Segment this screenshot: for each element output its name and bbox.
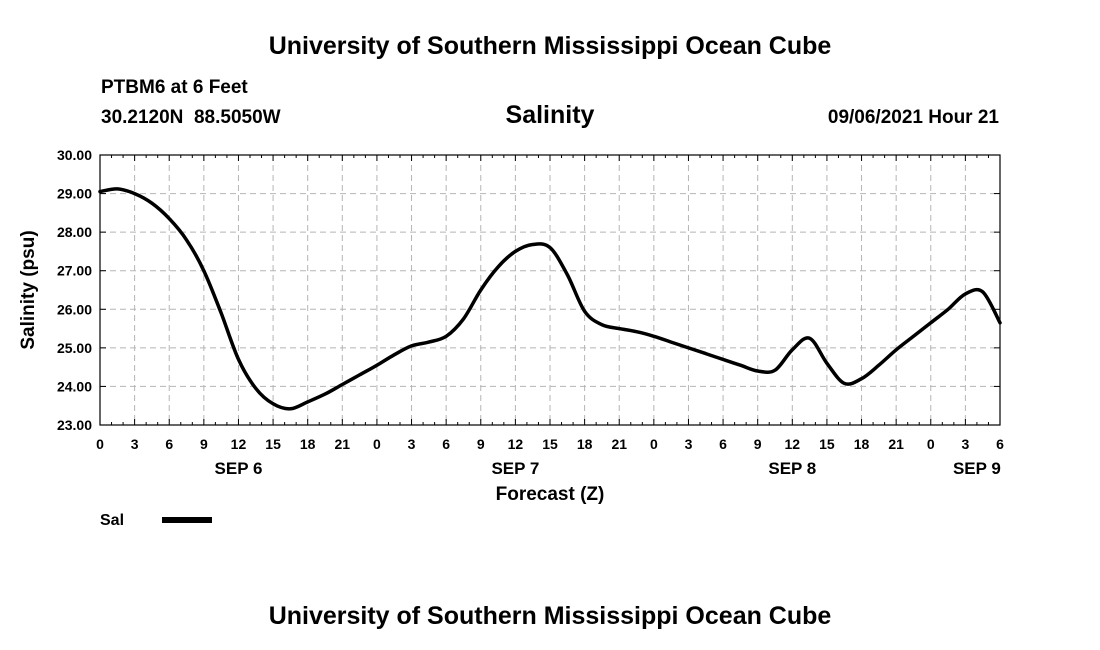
station-coordinates: 30.2120N 88.5050W	[101, 107, 281, 128]
gridlines	[100, 155, 1000, 425]
y-tick-label: 23.00	[57, 417, 92, 433]
series-line-sal	[98, 187, 1002, 411]
x-tick-label: 6	[442, 436, 450, 452]
x-tick-label: 3	[131, 436, 139, 452]
x-tick-label: 3	[961, 436, 969, 452]
x-tick-label: 12	[785, 436, 801, 452]
x-tick-label: 0	[96, 436, 104, 452]
legend-label: Sal	[100, 512, 124, 529]
y-tick-label: 30.00	[57, 147, 92, 163]
x-tick-label: 3	[685, 436, 693, 452]
x-tick-label: 12	[508, 436, 524, 452]
x-tick-label: 9	[200, 436, 208, 452]
y-tick-label: 26.00	[57, 301, 92, 317]
x-tick-label: 6	[165, 436, 173, 452]
chart-title: University of Southern Mississippi Ocean…	[268, 32, 832, 60]
footer-title: University of Southern Mississippi Ocean…	[268, 602, 832, 630]
x-date-label: SEP 8	[768, 459, 816, 478]
station-label: PTBM6 at 6 Feet	[101, 77, 248, 98]
x-tick-label: 18	[300, 436, 316, 452]
x-tick-label: 18	[854, 436, 870, 452]
x-date-label: SEP 7	[491, 459, 539, 478]
y-tick-label: 28.00	[57, 224, 92, 240]
x-tick-label: 21	[335, 436, 351, 452]
x-tick-label: 18	[577, 436, 593, 452]
x-tick-label: 6	[719, 436, 727, 452]
x-tick-label: 0	[373, 436, 381, 452]
x-tick-label: 21	[888, 436, 904, 452]
forecast-timestamp: 09/06/2021 Hour 21	[827, 107, 999, 128]
y-tick-label: 29.00	[57, 186, 92, 202]
x-tick-label: 15	[542, 436, 558, 452]
y-tick-label: 25.00	[57, 340, 92, 356]
x-date-label: SEP 6	[215, 459, 263, 478]
x-date-label: SEP 9	[953, 459, 1001, 478]
x-tick-label: 12	[231, 436, 247, 452]
x-axis-title: Forecast (Z)	[496, 484, 605, 505]
y-tick-label: 24.00	[57, 378, 92, 394]
x-tick-label: 9	[477, 436, 485, 452]
x-tick-label: 3	[408, 436, 416, 452]
variable-title: Salinity	[505, 101, 595, 129]
x-tick-label: 9	[754, 436, 762, 452]
x-tick-label: 21	[611, 436, 627, 452]
x-tick-label: 0	[927, 436, 935, 452]
x-tick-label: 15	[265, 436, 281, 452]
x-tick-label: 6	[996, 436, 1004, 452]
axis-ticks	[99, 154, 1001, 426]
x-tick-label: 0	[650, 436, 658, 452]
x-tick-label: 15	[819, 436, 835, 452]
y-tick-label: 27.00	[57, 263, 92, 279]
axis-labels: 0 3 6 9 12 15 18 21 0 3 6 9 12 15 18 21 0 3 6 9 12 15 18 21 0 3 6 S…	[57, 147, 1004, 478]
y-axis-title: Salinity (psu)	[18, 230, 39, 349]
